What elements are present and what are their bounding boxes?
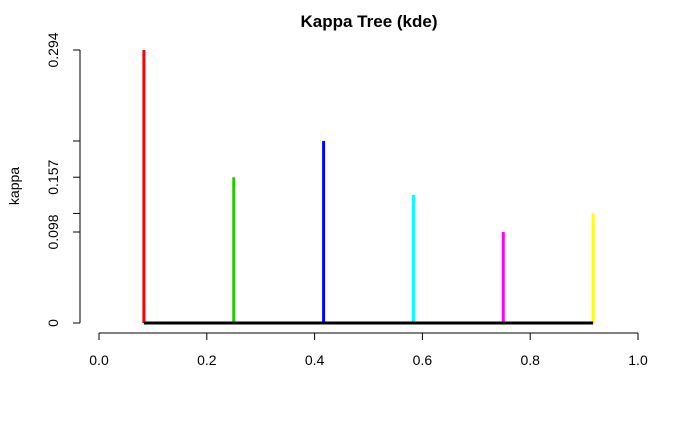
- y-tick-label: 0.157: [45, 159, 61, 194]
- y-axis-label: kappa: [6, 167, 22, 205]
- y-tick-label: 0.294: [45, 32, 61, 67]
- x-tick-label: 1.0: [628, 352, 648, 368]
- x-axis: 0.0 0.2 0.4 0.6 0.8 1.0: [89, 332, 648, 368]
- x-tick-label: 0.6: [413, 352, 433, 368]
- y-tick-label: 0: [45, 319, 61, 327]
- y-tick-label: 0.098: [45, 214, 61, 249]
- x-tick-label: 0.2: [197, 352, 217, 368]
- chart-title: Kappa Tree (kde): [301, 12, 438, 31]
- x-tick-label: 0.8: [520, 352, 540, 368]
- y-axis: 0 0.098 0.157 0.294: [45, 32, 81, 327]
- x-tick-label: 0.4: [305, 352, 325, 368]
- bars-group: [142, 50, 595, 325]
- x-tick-label: 0.0: [89, 352, 109, 368]
